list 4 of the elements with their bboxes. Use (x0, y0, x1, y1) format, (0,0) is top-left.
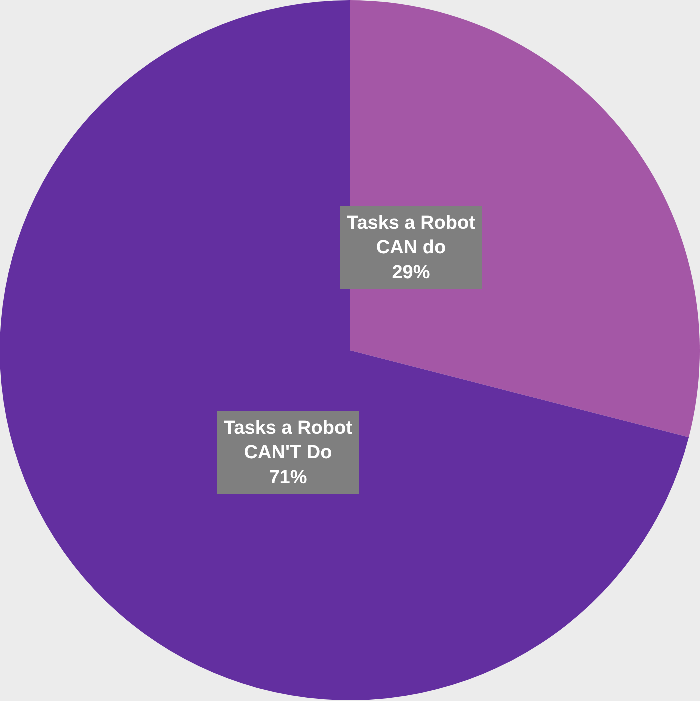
slice-label: Tasks a Robot CAN'T Do (224, 418, 354, 464)
data-label: 71% (269, 467, 308, 488)
data-label: 29% (392, 262, 430, 284)
slice-label: Tasks a Robot CAN do (347, 213, 476, 259)
